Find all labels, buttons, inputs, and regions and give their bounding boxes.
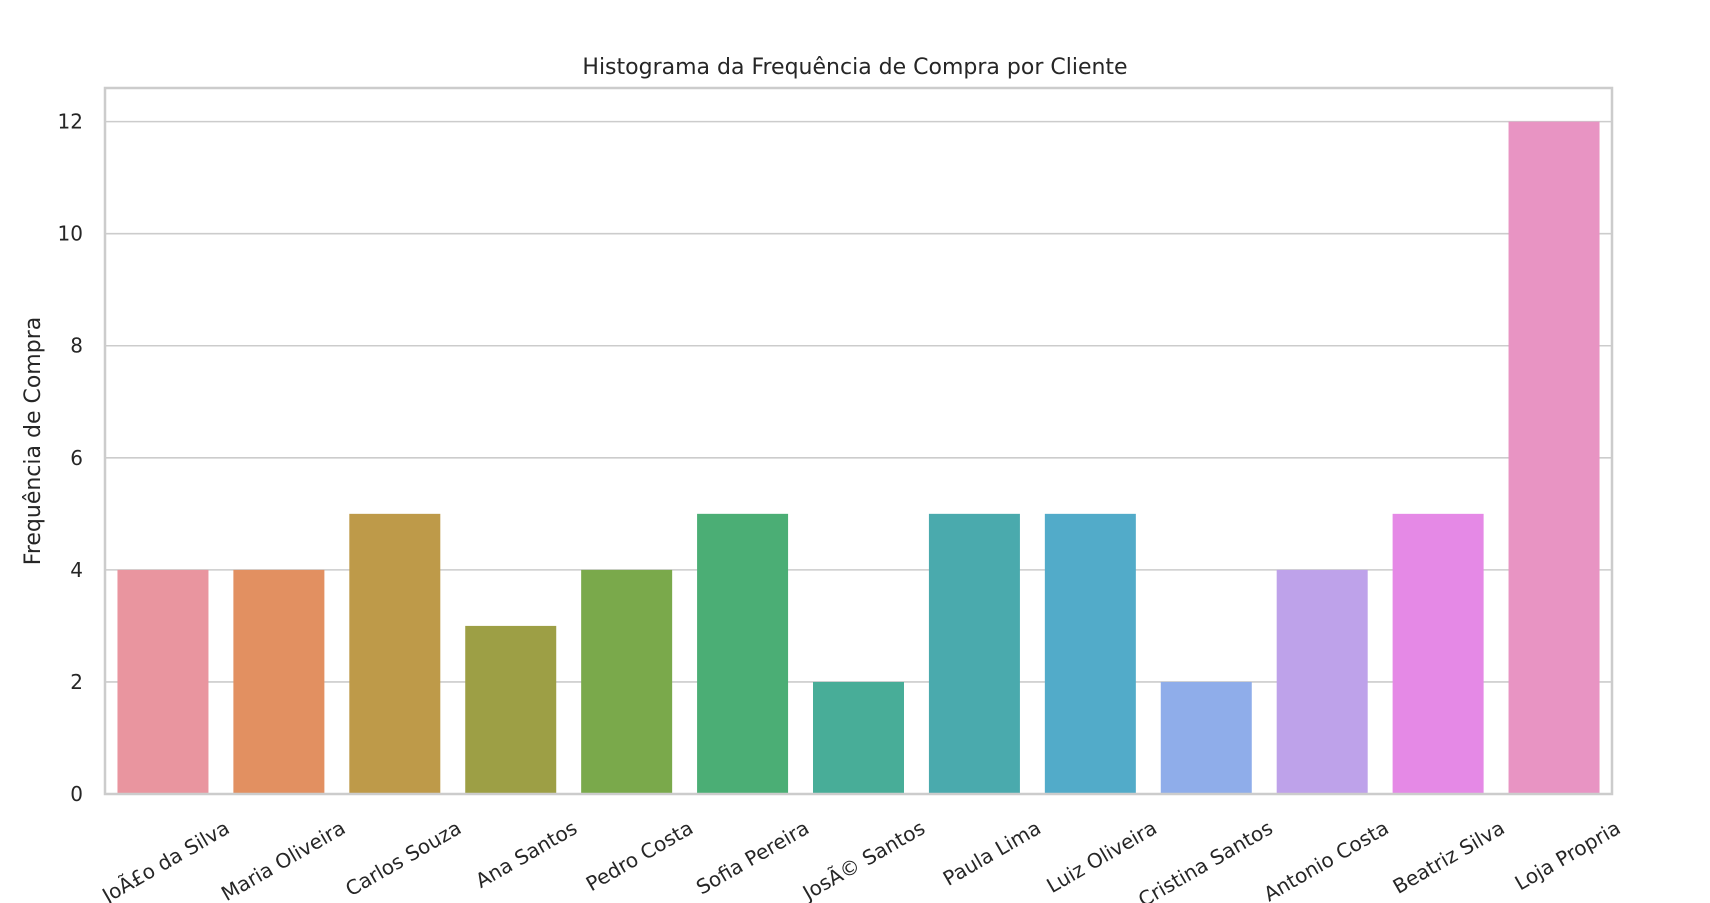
bar (117, 569, 209, 794)
bar (1276, 569, 1368, 794)
x-tick-label: JoÃ£o da Silva (96, 816, 233, 903)
x-tick-label: Pedro Costa (582, 816, 697, 897)
bar (1044, 513, 1136, 794)
y-tick-label: 12 (58, 110, 83, 134)
y-tick-label: 0 (70, 782, 83, 806)
bar (697, 513, 789, 794)
x-tick-label: Carlos Souza (341, 816, 465, 901)
chart-title: Histograma da Frequência de Compra por C… (582, 55, 1127, 80)
y-axis-ticks: 0 2 4 6 8 10 12 (58, 110, 83, 806)
x-tick-label: Beatriz Silva (1389, 816, 1509, 899)
bar (813, 681, 904, 794)
bar (233, 569, 325, 794)
bar (465, 625, 557, 794)
x-tick-label: Ana Santos (471, 816, 581, 893)
y-tick-label: 2 (70, 670, 83, 694)
x-tick-label: Sofia Pereira (692, 816, 813, 900)
bar (1392, 513, 1484, 794)
x-tick-label: Paula Lima (939, 816, 1045, 891)
bar (349, 513, 441, 794)
plot-frame (103, 86, 1614, 796)
bar (928, 513, 1020, 794)
bar (1160, 681, 1252, 794)
x-tick-label: Antonio Costa (1259, 816, 1392, 903)
bar (1508, 121, 1600, 795)
y-tick-label: 8 (70, 334, 83, 358)
x-tick-label: JosÃ© Santos (797, 816, 929, 903)
y-axis-label: Frequência de Compra (21, 317, 46, 565)
y-tick-label: 6 (70, 446, 83, 470)
bar (581, 569, 673, 794)
x-tick-label: Maria Oliveira (217, 816, 349, 903)
y-tick-label: 10 (58, 222, 83, 246)
x-tick-label: Loja Propria (1511, 816, 1625, 896)
bars (117, 121, 1600, 795)
y-tick-label: 4 (70, 558, 83, 582)
